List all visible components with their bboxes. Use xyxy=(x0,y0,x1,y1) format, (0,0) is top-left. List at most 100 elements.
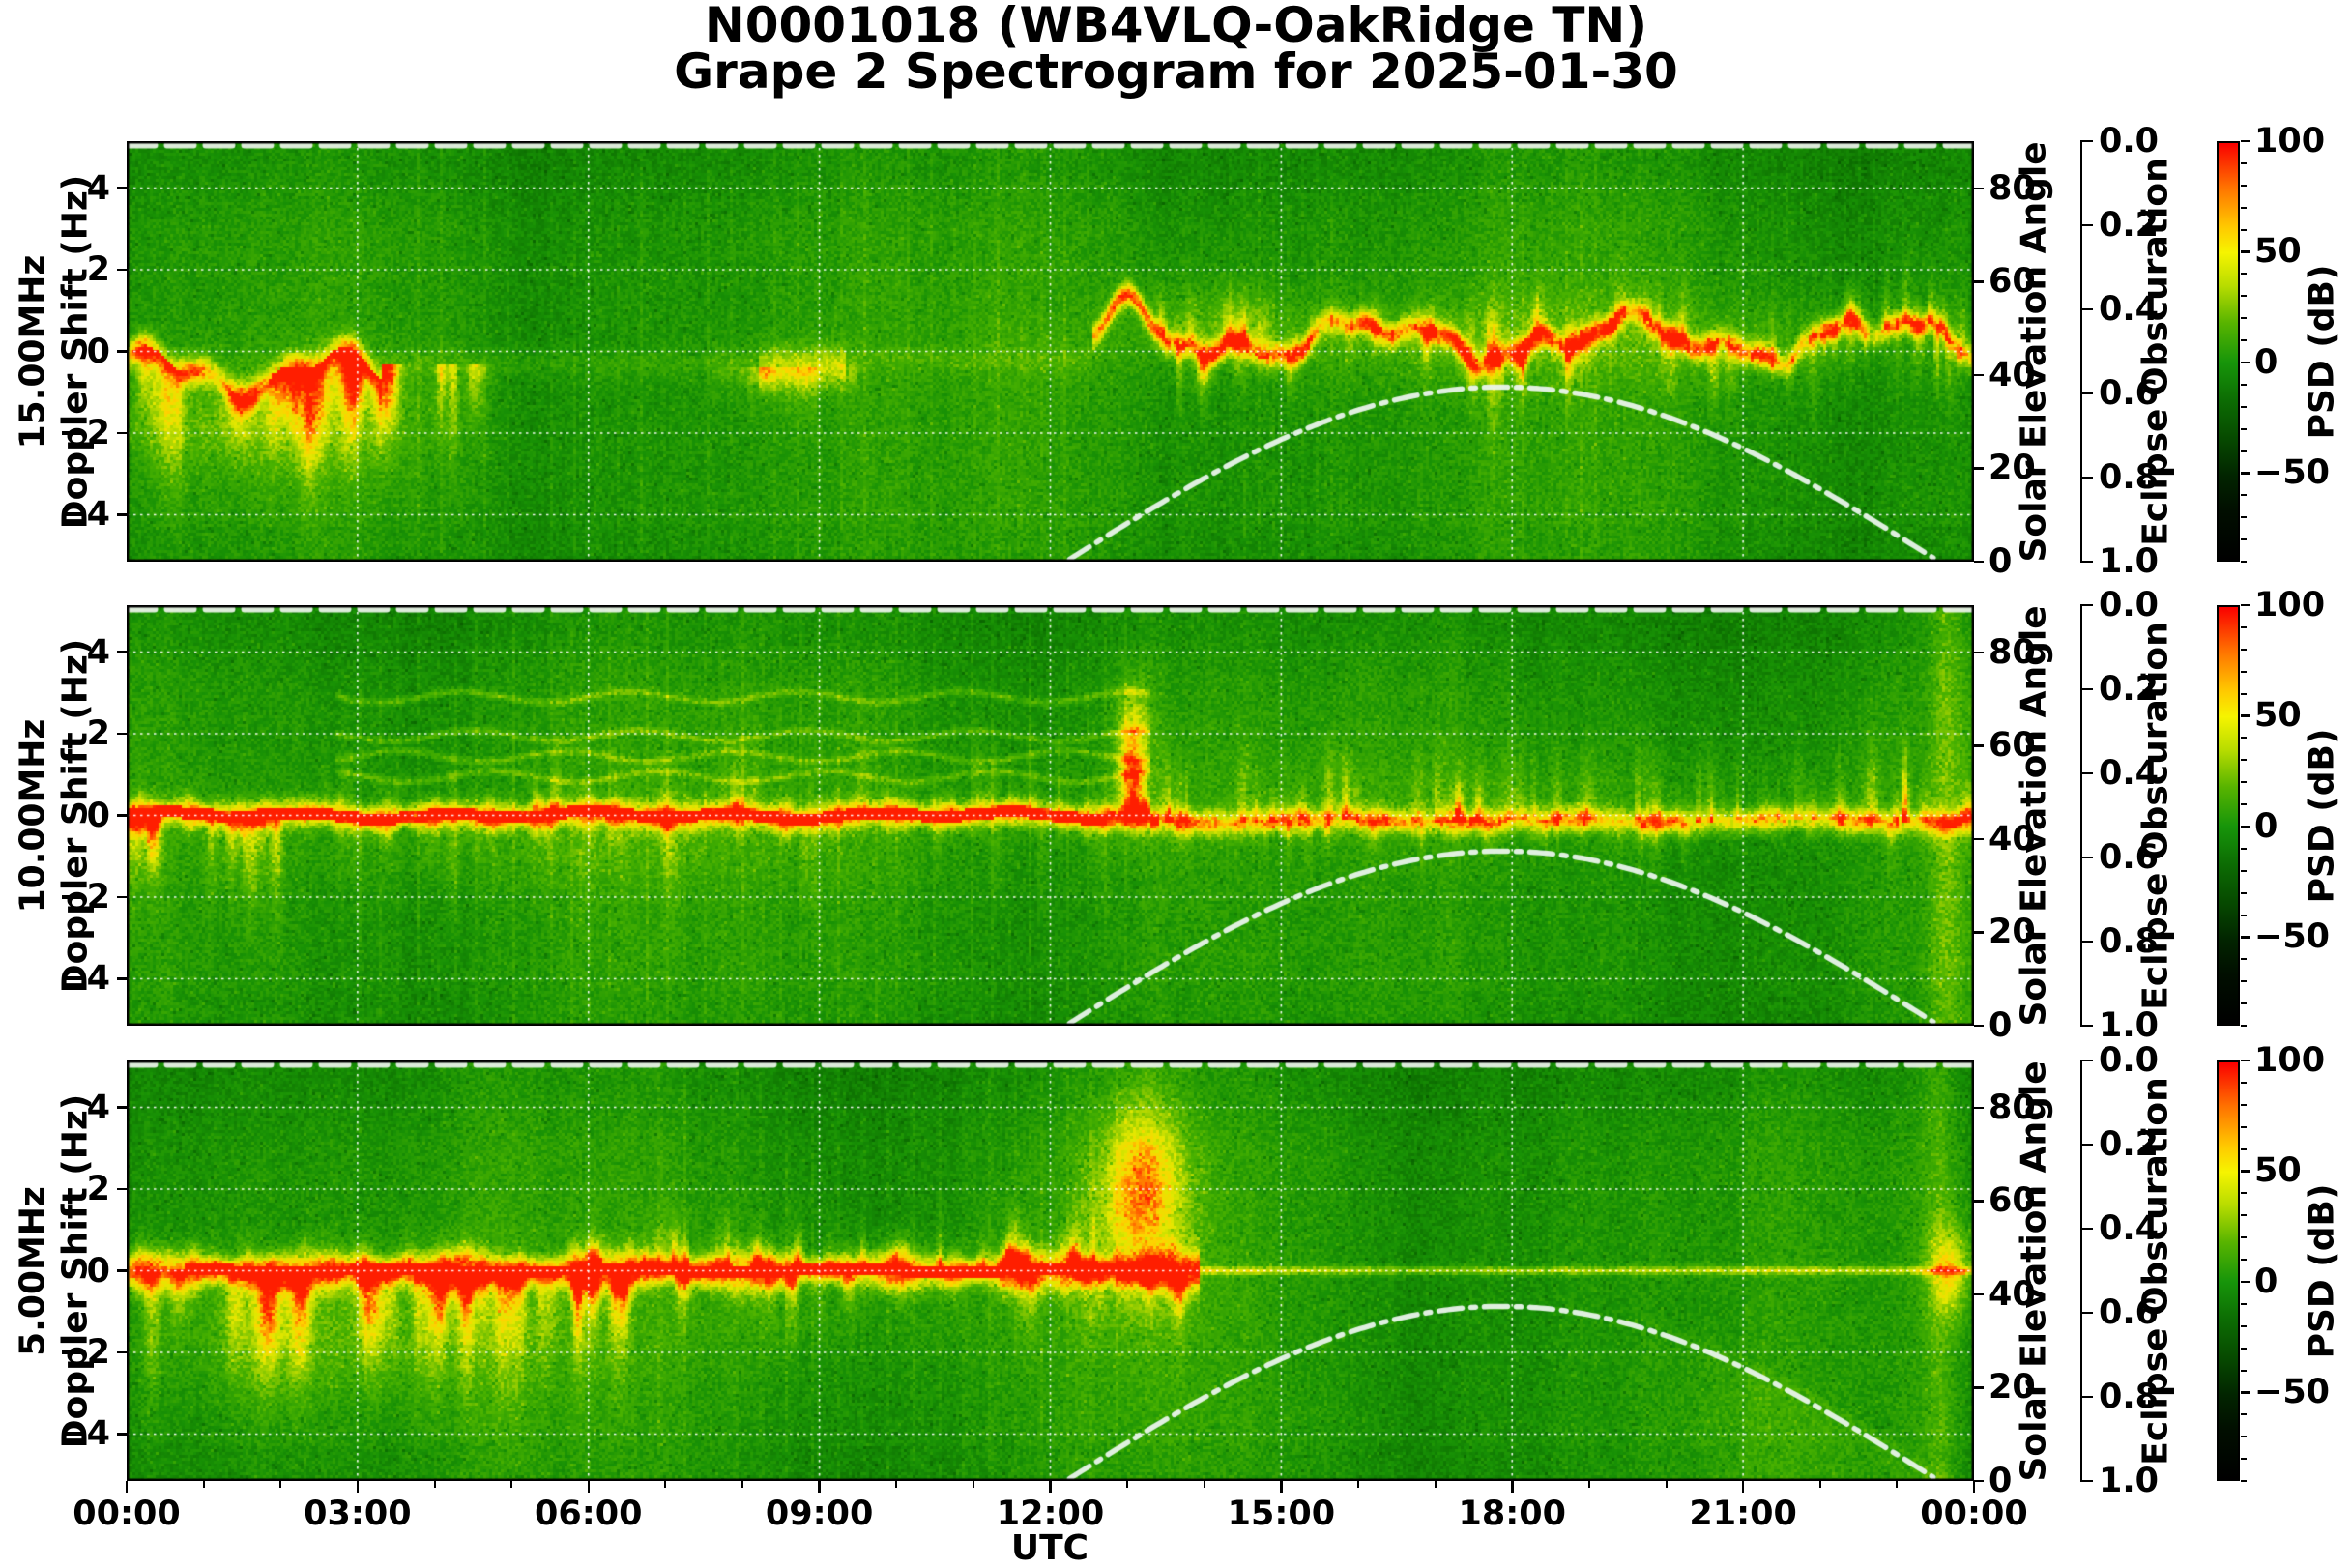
y-tick-label: 0 xyxy=(86,796,110,835)
colorbar-tick-mark xyxy=(2241,603,2250,607)
eclipse-tick-mark xyxy=(2080,476,2093,479)
solar-tick-mark xyxy=(1974,1200,1984,1203)
doppler-shift-label: Doppler Shift (Hz) xyxy=(55,174,95,529)
solar-tick-mark xyxy=(1974,1386,1984,1389)
solar-tick-label: 0 xyxy=(1989,1006,2013,1045)
y-tick-label: 4 xyxy=(86,1088,110,1127)
colorbar-minor-tick xyxy=(2241,847,2247,850)
y-tick-label: 4 xyxy=(86,632,110,672)
x-minor-tick xyxy=(1587,1481,1590,1488)
colorbar-minor-tick xyxy=(2241,1002,2247,1005)
solar-tick-label: 60 xyxy=(1989,726,2036,766)
x-minor-tick xyxy=(972,1481,974,1488)
x-tick-label: 15:00 xyxy=(1227,1495,1336,1533)
colorbar-tick-mark xyxy=(2241,1280,2250,1284)
frequency-label: 10.00MHz xyxy=(13,718,52,913)
colorbar-minor-tick xyxy=(2241,1458,2247,1461)
eclipse-tick-mark xyxy=(2080,1059,2093,1062)
x-minor-tick xyxy=(1126,1481,1129,1488)
colorbar-minor-tick xyxy=(2241,184,2247,187)
colorbar-minor-tick xyxy=(2241,869,2247,872)
colorbar-tick-label: 0 xyxy=(2254,806,2279,846)
colorbar-minor-tick xyxy=(2241,383,2247,386)
solar-elevation-axis-label: Solar Elevation Angle xyxy=(2014,1060,2058,1481)
eclipse-obscuration-axis-label-text: Eclipse Obscuration xyxy=(2135,621,2175,1010)
colorbar-minor-tick xyxy=(2241,273,2247,276)
colorbar-minor-tick xyxy=(2241,1436,2247,1438)
colorbar-minor-tick xyxy=(2241,1347,2247,1350)
colorbar-minor-tick xyxy=(2241,405,2247,408)
y-tick-mark xyxy=(117,814,127,817)
colorbar-minor-tick xyxy=(2241,670,2247,673)
colorbar-minor-tick xyxy=(2241,1192,2247,1195)
eclipse-obscuration-axis-label-text: Eclipse Obscuration xyxy=(2135,1076,2175,1466)
colorbar-tick-label: 50 xyxy=(2254,1151,2302,1191)
eclipse-tick-mark xyxy=(2080,392,2093,395)
psd-colorbar xyxy=(2217,1060,2240,1481)
y-tick-label: −4 xyxy=(58,1414,110,1454)
x-tick-mark xyxy=(587,1481,590,1493)
eclipse-axis-spine xyxy=(2080,1060,2082,1481)
solar-tick-label: 60 xyxy=(1989,1181,2036,1221)
eclipse-tick-mark xyxy=(2080,223,2093,227)
eclipse-tick-label: 0.0 xyxy=(2099,586,2160,624)
solar-tick-mark xyxy=(1974,651,1984,653)
y-tick-mark xyxy=(117,350,127,353)
solar-tick-label: 80 xyxy=(1989,632,2036,672)
x-minor-tick xyxy=(895,1481,898,1488)
x-minor-tick xyxy=(1203,1481,1205,1488)
colorbar-tick-label: 50 xyxy=(2254,696,2302,736)
psd-axis-label: PSD (dB) xyxy=(2302,1060,2346,1481)
colorbar-minor-tick xyxy=(2241,427,2247,430)
colorbar-minor-tick xyxy=(2241,1103,2247,1106)
y-tick-label: 2 xyxy=(86,250,110,290)
colorbar-tick-mark xyxy=(2241,1059,2250,1062)
y-tick-label: 0 xyxy=(86,332,110,371)
x-tick-mark xyxy=(818,1481,821,1493)
eclipse-tick-label: 0.8 xyxy=(2099,922,2160,961)
eclipse-obscuration-axis-label-text: Eclipse Obscuration xyxy=(2135,157,2175,546)
x-tick-label: 12:00 xyxy=(996,1495,1105,1533)
solar-tick-label: 40 xyxy=(1989,1274,2036,1314)
eclipse-axis-spine xyxy=(2080,141,2082,562)
frequency-label: 15.00MHz xyxy=(13,254,52,449)
eclipse-tick-mark xyxy=(2080,687,2093,691)
colorbar-minor-tick xyxy=(2241,516,2247,519)
y-tick-mark xyxy=(117,1433,127,1436)
colorbar-tick-label: −50 xyxy=(2254,453,2331,493)
chart-title: N0001018 (WB4VLQ-OakRidge TN) Grape 2 Sp… xyxy=(0,1,2352,96)
eclipse-tick-mark xyxy=(2080,307,2093,311)
eclipse-tick-mark xyxy=(2080,1143,2093,1147)
y-tick-mark xyxy=(117,431,127,435)
eclipse-tick-mark xyxy=(2080,139,2093,143)
x-minor-tick xyxy=(1434,1481,1437,1488)
eclipse-tick-label: 0.2 xyxy=(2099,206,2160,245)
colorbar-minor-tick xyxy=(2241,1147,2247,1150)
y-tick-label: −2 xyxy=(58,413,110,452)
solar-tick-mark xyxy=(1974,560,1984,564)
y-axis-label-15.00MHz: 15.00MHz Doppler Shift (Hz) xyxy=(12,141,101,562)
psd-colorbar xyxy=(2217,605,2240,1026)
doppler-shift-label: Doppler Shift (Hz) xyxy=(55,1093,95,1448)
eclipse-tick-label: 0.4 xyxy=(2099,754,2160,793)
eclipse-tick-mark xyxy=(2080,1024,2093,1028)
solar-tick-mark xyxy=(1974,280,1984,283)
solar-tick-mark xyxy=(1974,467,1984,470)
colorbar-minor-tick xyxy=(2241,781,2247,784)
colorbar-minor-tick xyxy=(2241,1025,2247,1027)
colorbar-tick-mark xyxy=(2241,361,2250,364)
eclipse-tick-label: 0.6 xyxy=(2099,1293,2160,1332)
colorbar-minor-tick xyxy=(2241,317,2247,320)
y-tick-mark xyxy=(117,977,127,980)
spectrogram-canvas-5.00MHz xyxy=(127,1060,1974,1481)
x-tick-label: 21:00 xyxy=(1689,1495,1797,1533)
psd-axis-label-text: PSD (dB) xyxy=(2302,728,2341,903)
x-axis-label: UTC xyxy=(1010,1528,1089,1568)
colorbar-minor-tick xyxy=(2241,1259,2247,1262)
colorbar-tick-label: −50 xyxy=(2254,1373,2331,1412)
eclipse-tick-mark xyxy=(2080,1479,2093,1483)
y-tick-label: −2 xyxy=(58,877,110,916)
y-tick-mark xyxy=(117,187,127,189)
x-minor-tick xyxy=(433,1481,436,1488)
eclipse-tick-mark xyxy=(2080,1395,2093,1399)
